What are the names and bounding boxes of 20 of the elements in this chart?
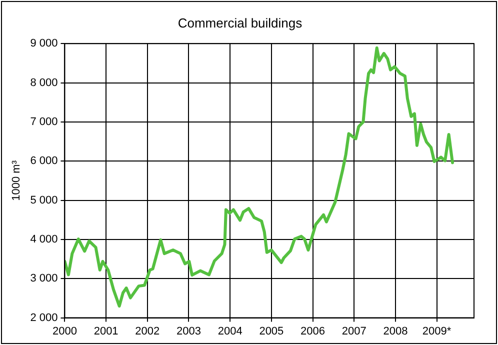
x-tick-label: 2007	[342, 325, 366, 338]
y-axis-title: 1000 m³	[10, 160, 23, 201]
x-tick-label: 2006	[300, 325, 326, 338]
x-tick-label: 2009*	[422, 325, 452, 338]
y-tick-label: 7 000	[30, 116, 58, 128]
x-tick-label: 2001	[94, 325, 118, 338]
x-tick-label: 2005	[259, 325, 284, 338]
y-tick-label: 4 000	[30, 233, 58, 246]
chart-title: Commercial buildings	[178, 15, 303, 30]
x-tick-label: 2004	[218, 325, 242, 338]
x-tick-label: 2003	[176, 325, 201, 338]
y-tick-label: 2 000	[30, 312, 58, 324]
x-tick-label: 2008	[383, 325, 408, 338]
y-tick-label: 3 000	[30, 272, 58, 285]
x-tick-label: 2002	[135, 325, 160, 338]
y-tick-label: 9 000	[30, 38, 58, 50]
y-tick-label: 6 000	[30, 155, 58, 168]
y-tick-label: 8 000	[30, 76, 58, 89]
x-tick-label: 2000	[52, 325, 77, 338]
y-tick-label: 5 000	[30, 194, 58, 206]
